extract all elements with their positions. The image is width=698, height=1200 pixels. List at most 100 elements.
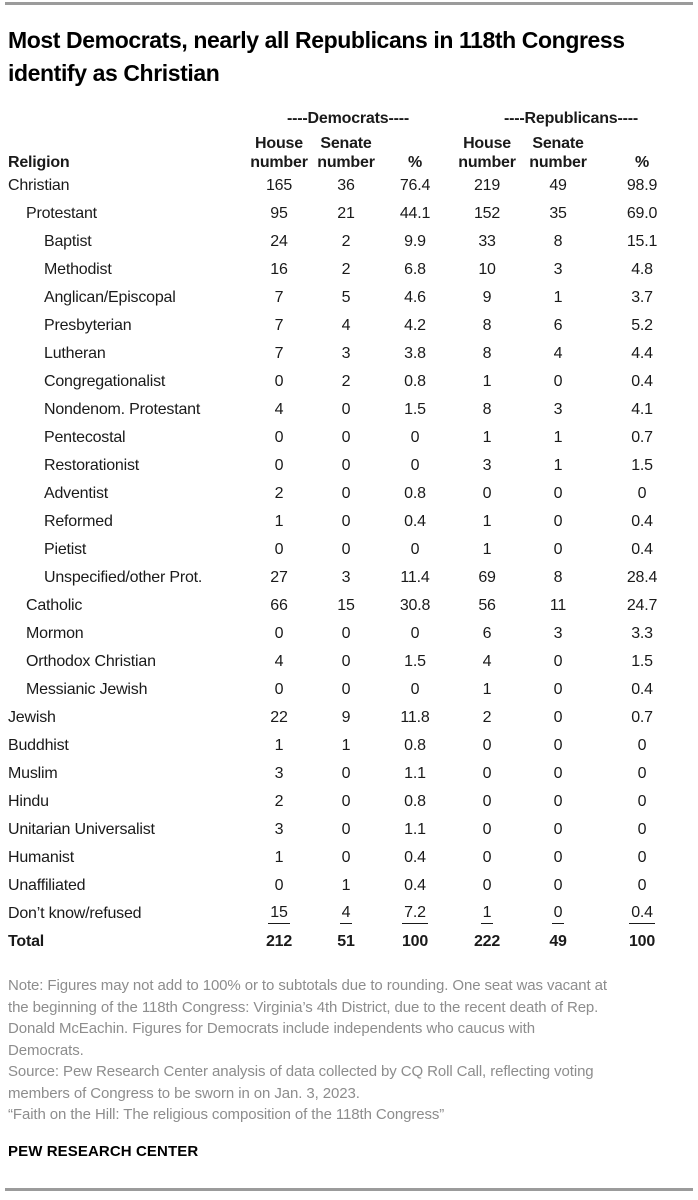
cell-value: 1.5 [631, 457, 653, 474]
note-text: Note: Figures may not add to 100% or to … [8, 975, 690, 1061]
cell-value: 3 [482, 457, 492, 474]
cell-value: 7 [274, 345, 284, 362]
party-group-row: ----Democrats---- ----Republicans---- [8, 106, 690, 128]
cell-value: 69 [478, 569, 496, 586]
cell-value: 56 [478, 597, 496, 614]
cell-value: 1 [341, 877, 351, 894]
cell-value: 1 [274, 513, 284, 530]
cell-value: 0 [341, 625, 351, 642]
cell-value: 3 [274, 765, 284, 782]
religion-label: Catholic [26, 597, 83, 614]
cell-value: 11 [549, 597, 567, 614]
religion-column-header: Religion [8, 154, 70, 171]
table-row: Christian 165 36 76.4 219 49 98.9 [8, 172, 690, 200]
cell-value: 0.4 [631, 681, 653, 698]
table-row: Nondenom. Protestant 4 0 1.5 8 3 4.1 [8, 396, 690, 424]
religion-label: Muslim [8, 765, 58, 782]
note-line: Note: Figures may not add to 100% or to … [8, 977, 607, 994]
religion-label: Methodist [44, 261, 112, 278]
cell-value: 0 [482, 485, 492, 502]
cell-value: 1 [482, 429, 492, 446]
cell-value: 1 [553, 457, 563, 474]
rep-percent-header: % [635, 154, 650, 171]
cell-value: 51 [337, 933, 355, 950]
cell-value: 1 [274, 849, 284, 866]
cell-value: 21 [337, 205, 355, 222]
religion-table: ----Democrats---- ----Republicans---- Re… [8, 106, 690, 956]
cell-value: 3 [341, 345, 351, 362]
notes-block: Note: Figures may not add to 100% or to … [8, 975, 690, 1126]
cell-value: 0 [274, 681, 284, 698]
cell-value: 0 [553, 877, 563, 894]
cell-value: 100 [401, 933, 429, 950]
cell-value: 0 [341, 513, 351, 530]
cell-value: 4 [314, 900, 378, 928]
column-header-row: Religion House number Senate number % Ho… [8, 128, 690, 172]
cell-value: 3 [274, 821, 284, 838]
religion-label: Presbyterian [44, 317, 132, 334]
cell-value: 1.5 [404, 653, 426, 670]
cell-value: 4.8 [631, 261, 653, 278]
cell-value: 0 [482, 765, 492, 782]
cell-value: 0 [341, 485, 351, 502]
cell-value: 2 [274, 793, 284, 810]
cell-value: 0 [274, 457, 284, 474]
top-divider [5, 2, 693, 5]
cell-value: 24 [270, 233, 288, 250]
cell-value: 0 [553, 541, 563, 558]
cell-value: 165 [265, 177, 293, 194]
cell-value: 0 [482, 737, 492, 754]
cell-value: 0 [341, 681, 351, 698]
cell-value: 15.1 [626, 233, 658, 250]
cell-value: 0 [410, 625, 420, 642]
table-row: Reformed 1 0 0.4 1 0 0.4 [8, 508, 690, 536]
cell-value: 0.4 [404, 877, 426, 894]
cell-value: 0.7 [631, 429, 653, 446]
cell-value: 1 [553, 289, 563, 306]
cell-value: 1.1 [404, 765, 426, 782]
table-row: Pietist 0 0 0 1 0 0.4 [8, 536, 690, 564]
table-row: Lutheran 7 3 3.8 8 4 4.4 [8, 340, 690, 368]
cell-value: 0.4 [631, 513, 653, 530]
table-row: Jewish 22 9 11.8 2 0 0.7 [8, 704, 690, 732]
cell-value: 0 [341, 821, 351, 838]
table-row: Don’t know/refused 15 4 7.2 1 0 0.4 [8, 900, 690, 928]
cell-value: 6 [553, 317, 563, 334]
table-body: Christian 165 36 76.4 219 49 98.9 Protestant 95 2… [8, 172, 690, 956]
cell-value: 0 [553, 849, 563, 866]
cell-value: 6 [482, 625, 492, 642]
cell-value: 4.6 [404, 289, 426, 306]
religion-label: Messianic Jewish [26, 681, 148, 698]
table-row: Catholic 66 15 30.8 56 11 24.7 [8, 592, 690, 620]
cell-value: 22 [270, 709, 288, 726]
republicans-group-header: ----Republicans---- [504, 110, 638, 127]
cell-value: 2 [341, 261, 351, 278]
cell-value: 0 [637, 849, 647, 866]
cell-value: 4 [341, 317, 351, 334]
cell-value: 8 [482, 401, 492, 418]
table-row: Pentecostal 0 0 0 1 1 0.7 [8, 424, 690, 452]
cell-value: 100 [628, 933, 656, 950]
cell-value: 8 [482, 317, 492, 334]
cell-value: 5 [341, 289, 351, 306]
cell-value: 0 [482, 793, 492, 810]
note-line: members of Congress to be sworn in on Ja… [8, 1084, 360, 1102]
cell-value: 0.4 [631, 373, 653, 390]
table-row: Unspecified/other Prot. 27 3 11.4 69 8 28.4 [8, 564, 690, 592]
cell-value: 3 [553, 625, 563, 642]
cell-value: 8 [553, 233, 563, 250]
cell-value: 95 [270, 205, 288, 222]
cell-value: 0 [341, 429, 351, 446]
cell-value: 4.1 [631, 401, 653, 418]
religion-label: Anglican/Episcopal [44, 289, 176, 306]
cell-value: 222 [473, 933, 501, 950]
religion-label: Unaffiliated [8, 877, 86, 894]
table-row: Orthodox Christian 4 0 1.5 4 0 1.5 [8, 648, 690, 676]
cell-value: 3.3 [631, 625, 653, 642]
cell-value: 0 [341, 457, 351, 474]
table-row: Restorationist 0 0 0 3 1 1.5 [8, 452, 690, 480]
cell-value: 28.4 [626, 569, 658, 586]
cell-value: 0 [553, 653, 563, 670]
religion-label: Adventist [44, 485, 109, 502]
